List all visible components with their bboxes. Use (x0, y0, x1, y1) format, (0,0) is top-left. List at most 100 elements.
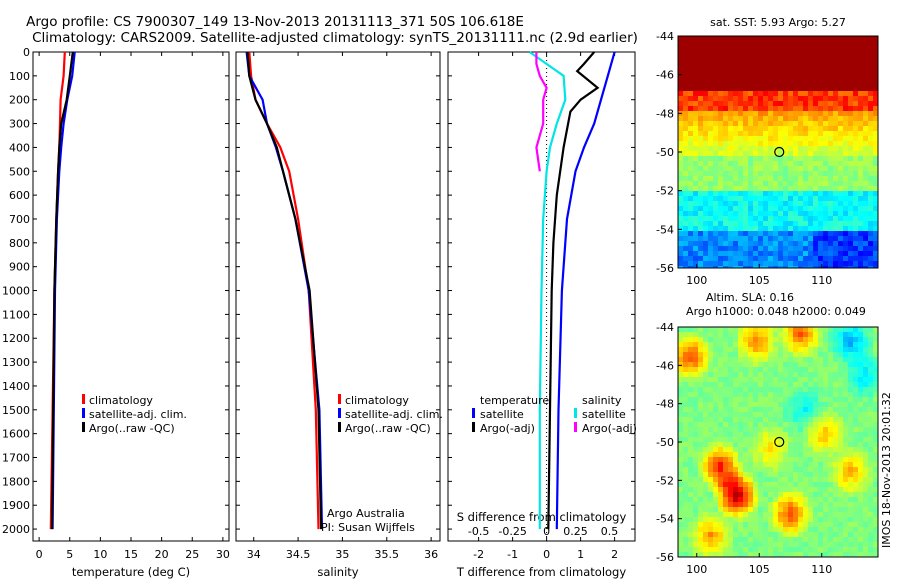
map-lat-label: -56 (656, 551, 674, 564)
sst_map-image (678, 36, 878, 268)
depth-tick-label: 1900 (2, 499, 30, 512)
legend-header: temperature (480, 394, 549, 407)
sla_map-panel: -44 -46 -48 -50 -52 -54 -56 100 105 110 (656, 321, 879, 576)
temperature-xtick-label: 0 (36, 548, 43, 561)
difference-xtick-label: -1 (507, 548, 518, 561)
depth-tick-label: 1100 (2, 308, 30, 321)
legend-swatch (574, 422, 577, 432)
difference-xtick-label: 1 (577, 548, 584, 561)
depth-tick-label: 900 (9, 261, 30, 274)
s-diff-tick-label: -0.25 (498, 525, 526, 538)
difference-series-2 (528, 51, 567, 530)
sla_map-image (678, 327, 878, 557)
temperature-xtick-label: 15 (124, 548, 138, 561)
depth-tick-label: 1400 (2, 380, 30, 393)
map-lat-label: -44 (656, 321, 674, 334)
map-lat-label: -46 (656, 359, 674, 372)
map-lat-label: -56 (656, 262, 674, 275)
temperature-xtick-label: 10 (93, 548, 107, 561)
legend-label: climatology (345, 394, 409, 407)
sla-map-title-2: Argo h1000: 0.048 h2000: 0.049 (686, 305, 866, 318)
depth-tick-label: 700 (9, 213, 30, 226)
legend-swatch (82, 408, 85, 418)
depth-tick-label: 1300 (2, 356, 30, 369)
temperature-xtick-label: 25 (185, 548, 199, 561)
depth-tick-label: 200 (9, 94, 30, 107)
difference-xtick-label: 0 (543, 548, 550, 561)
s-diff-tick-label: 0 (543, 525, 550, 538)
map-lon-label: 105 (749, 274, 770, 287)
map-lat-label: -50 (656, 436, 674, 449)
temperature-series-2 (50, 51, 74, 530)
depth-tick-label: 1500 (2, 404, 30, 417)
argo-float-marker (774, 146, 785, 158)
legend-swatch (338, 422, 341, 432)
difference-panel: -2 -1 0 1 2 T difference from climatology -0.5… (447, 51, 637, 579)
temperature-xtick-label: 30 (216, 548, 230, 561)
difference-xtick-label: -2 (473, 548, 484, 561)
salinity-xtick-label: 34 (247, 548, 261, 561)
depth-tick-label: 0 (23, 46, 30, 59)
map-lon-label: 100 (686, 274, 707, 287)
map-lat-label: -52 (656, 185, 674, 198)
legend-label: climatology (89, 394, 153, 407)
legend-label: satellite (480, 408, 524, 421)
sst_map-panel: -44 -46 -48 -50 -52 -54 -56 100 105 110 (656, 30, 879, 287)
legend-header: salinity (582, 394, 622, 407)
s-diff-tick-label: 0.25 (563, 525, 588, 538)
map-lat-label: -54 (656, 513, 674, 526)
legend-label: Argo(-adj) (582, 422, 637, 435)
depth-tick-label: 2000 (2, 523, 30, 536)
salinity-xtick-label: 36 (424, 548, 438, 561)
legend-swatch (338, 408, 341, 418)
depth-tick-label: 1800 (2, 475, 30, 488)
argo-credit: Argo Australia (327, 507, 405, 520)
salinity-xtick-label: 35.5 (375, 548, 400, 561)
legend-label: satellite-adj. clim. (345, 408, 443, 421)
map-lat-label: -52 (656, 474, 674, 487)
salinity-xtick-label: 35 (335, 548, 349, 561)
legend-swatch (338, 394, 341, 404)
map-lon-label: 110 (811, 274, 832, 287)
temperature-xtick-label: 5 (66, 548, 73, 561)
salinity-panel: 34 34.5 35 35.5 36 salinity climatologysatelli… (235, 51, 443, 579)
depth-tick-label: 800 (9, 237, 30, 250)
depth-tick-label: 100 (9, 70, 30, 83)
figure-title-line1: Argo profile: CS 7900307_149 13-Nov-2013… (26, 14, 524, 30)
sst-map-title: sat. SST: 5.93 Argo: 5.27 (710, 16, 846, 29)
depth-tick-label: 500 (9, 165, 30, 178)
depth-tick-label: 1000 (2, 285, 30, 298)
depth-tick-label: 300 (9, 118, 30, 131)
legend-swatch (574, 408, 577, 418)
legend-label: satellite-adj. clim. (89, 408, 187, 421)
map-lat-label: -44 (656, 30, 674, 43)
map-lat-label: -50 (656, 146, 674, 159)
map-lat-label: -46 (656, 69, 674, 82)
legend-label: Argo(..raw -QC) (89, 422, 175, 435)
map-lon-label: 110 (811, 563, 832, 576)
salinity-series-2 (246, 51, 323, 530)
legend-label: Argo(-adj) (480, 422, 535, 435)
map-lat-label: -48 (656, 107, 674, 120)
temperature-xtick-label: 20 (155, 548, 169, 561)
timestamp: IMOS 18-Nov-2013 20:01:32 (880, 392, 893, 548)
depth-tick-label: 1600 (2, 428, 30, 441)
difference-series-1 (547, 51, 600, 530)
legend-swatch (82, 422, 85, 432)
temperature-axes-frame (32, 51, 230, 542)
map-lon-label: 100 (686, 563, 707, 576)
pi-credit: PI: Susan Wijffels (321, 521, 415, 534)
legend-label: Argo(..raw -QC) (345, 422, 431, 435)
temperature-panel: 0100200300400500600700800900100011001200… (2, 46, 230, 579)
sla-map-title-1: Altim. SLA: 0.16 (706, 291, 794, 304)
legend-label: satellite (582, 408, 626, 421)
depth-tick-label: 1700 (2, 452, 30, 465)
salinity-xtick-label: 34.5 (286, 548, 311, 561)
depth-tick-label: 400 (9, 141, 30, 154)
argo-float-marker (774, 436, 785, 448)
difference-xlabel: T difference from climatology (456, 565, 627, 579)
legend-swatch (82, 394, 85, 404)
map-lat-label: -48 (656, 398, 674, 411)
s-diff-tick-label: 0.5 (601, 525, 619, 538)
